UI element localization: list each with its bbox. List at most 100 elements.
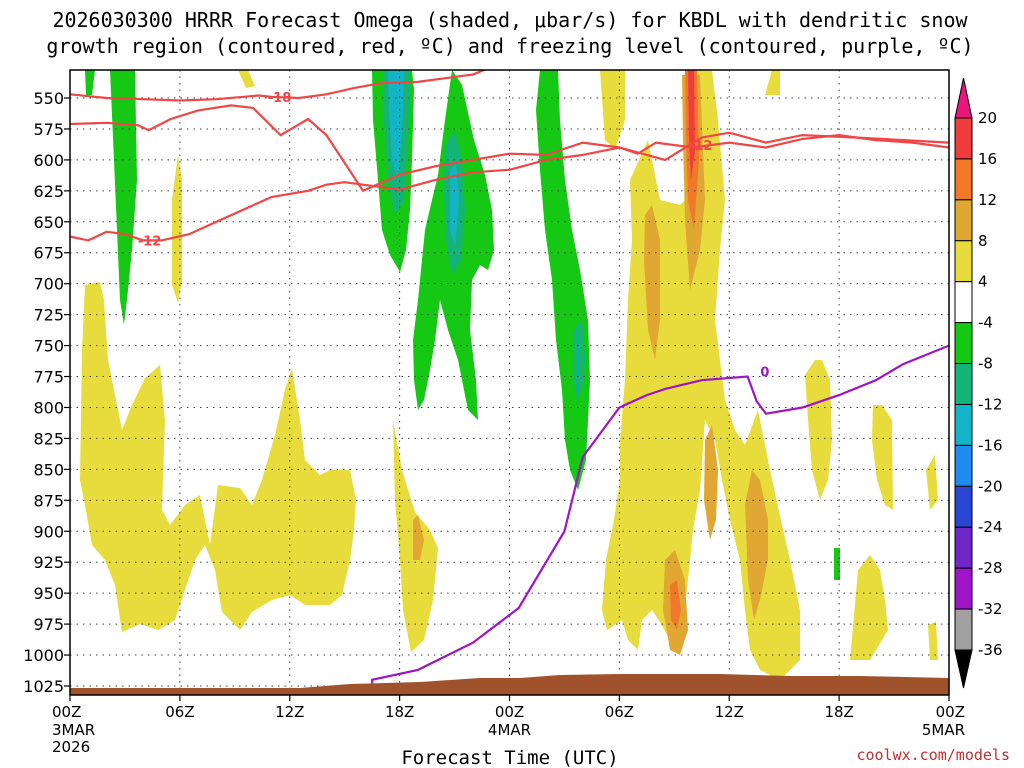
dgz-contour-line — [70, 70, 487, 102]
y-tick-label: 825 — [33, 429, 64, 448]
colorbar-segment — [954, 158, 973, 201]
y-tick-label: 700 — [33, 275, 64, 294]
dgz-contour-line — [70, 104, 949, 193]
x-tick-label: 06Z — [605, 703, 634, 721]
chart-contour-labels: -18 -12 -12 0 — [138, 91, 770, 381]
y-tick-label: 725 — [33, 306, 64, 325]
omega-sink-region — [928, 622, 938, 660]
colorbar-top-arrow — [954, 77, 973, 119]
omega-sink-region — [926, 455, 938, 510]
chart-contours — [70, 70, 949, 695]
x-tick-date-label: 5MAR — [922, 721, 965, 739]
omega-sink-region — [238, 70, 255, 88]
colorbar-label: 12 — [978, 191, 997, 209]
colorbar-label: -4 — [978, 314, 993, 332]
colorbar-label: -36 — [978, 641, 1003, 659]
omega-lift-moderate — [573, 320, 585, 400]
colorbar-segment — [954, 117, 973, 160]
omega-lift-region — [834, 548, 840, 580]
omega-sink-moderate — [704, 425, 718, 540]
colorbar-label: 8 — [978, 232, 988, 250]
chart-title-line1: 2026030300 HRRR Forecast Omega (shaded, … — [52, 8, 968, 32]
omega-lift-moderate — [450, 165, 459, 245]
x-tick-date-label: 4MAR — [488, 721, 531, 739]
credit-text: coolwx.com/models — [856, 746, 1010, 764]
colorbar-segment — [954, 322, 973, 365]
x-tick-label: 00Z — [936, 703, 965, 721]
colorbar-label: -32 — [978, 600, 1003, 618]
y-tick-label: 650 — [33, 213, 64, 232]
dgz-contour-label: -12 — [138, 234, 162, 249]
colorbar-label: -20 — [978, 477, 1003, 495]
y-tick-label: 900 — [33, 522, 64, 541]
omega-sink-max — [688, 70, 695, 180]
y-tick-label: 950 — [33, 584, 64, 603]
freezing-level-contour — [371, 344, 949, 695]
y-tick-label: 925 — [33, 553, 64, 572]
colorbar-label: -16 — [978, 436, 1003, 454]
colorbar-segment — [954, 608, 973, 651]
freezing-level-label: 0 — [760, 366, 769, 381]
omega-sink-moderate — [413, 515, 424, 560]
colorbar-label: 20 — [978, 109, 997, 127]
omega-sink-moderate — [745, 470, 768, 620]
omega-lift-region — [110, 70, 137, 325]
x-tick-label: 12Z — [275, 703, 304, 721]
y-tick-label: 675 — [33, 244, 64, 263]
colorbar-segment — [954, 363, 973, 405]
x-tick-label: 12Z — [715, 703, 744, 721]
terrain-surface — [70, 674, 949, 695]
omega-sink-region — [80, 282, 356, 632]
omega-sink-region — [850, 555, 888, 660]
y-tick-label: 1000 — [23, 646, 64, 665]
colorbar-segment — [954, 281, 973, 324]
colorbar: 20 16 12 8 4 -4 -8 -12 -16 -20 -24 -28 -32 -36 — [954, 77, 1003, 689]
colorbar-segment — [954, 526, 973, 569]
x-tick-label: 18Z — [824, 703, 853, 721]
colorbar-segment — [954, 485, 973, 528]
y-tick-label: 550 — [33, 89, 64, 108]
colorbar-segment — [954, 240, 973, 283]
colorbar-segment — [954, 199, 973, 242]
colorbar-label: 16 — [978, 150, 997, 168]
omega-sink-region — [765, 70, 780, 95]
colorbar-label: -28 — [978, 559, 1003, 577]
x-tick-year-label: 2026 — [52, 738, 90, 756]
colorbar-segment — [954, 444, 973, 487]
x-tick-label: 00Z — [495, 703, 524, 721]
y-tick-label: 625 — [33, 182, 64, 201]
y-tick-label: 800 — [33, 398, 64, 417]
omega-sink-region — [172, 155, 182, 303]
y-tick-label: 750 — [33, 337, 64, 356]
y-tick-label: 875 — [33, 491, 64, 510]
y-tick-label: 850 — [33, 460, 64, 479]
x-tick-label: 00Z — [52, 703, 81, 721]
y-tick-label: 575 — [33, 120, 64, 139]
x-axis-label: Forecast Time (UTC) — [401, 747, 618, 768]
colorbar-segment — [954, 567, 973, 610]
x-tick-label: 18Z — [385, 703, 414, 721]
colorbar-label: -24 — [978, 518, 1003, 536]
omega-sink-region — [872, 405, 893, 510]
omega-sink-region — [805, 360, 832, 500]
colorbar-bottom-arrow — [954, 649, 973, 689]
omega-sink-strong — [670, 580, 681, 630]
x-tick-label: 06Z — [165, 703, 194, 721]
dgz-contour-label: -18 — [268, 91, 292, 106]
omega-sink-moderate — [644, 205, 660, 360]
dgz-contour-line — [70, 131, 949, 242]
colorbar-segment — [954, 403, 973, 446]
omega-sink-region — [600, 70, 625, 150]
y-tick-label: 600 — [33, 151, 64, 170]
omega-lift-region — [536, 70, 590, 490]
y-tick-label: 775 — [33, 368, 64, 387]
y-axis: 550 575 600 625 650 675 700 725 750 775 800 825 850 8… — [23, 89, 70, 696]
omega-shading — [80, 70, 938, 680]
colorbar-label: 4 — [978, 273, 988, 291]
x-tick-date-label: 3MAR — [52, 721, 95, 739]
chart-title-line2: growth region (contoured, red, ºC) and f… — [46, 34, 973, 58]
y-tick-label: 975 — [33, 615, 64, 634]
y-tick-label: 1025 — [23, 677, 64, 696]
